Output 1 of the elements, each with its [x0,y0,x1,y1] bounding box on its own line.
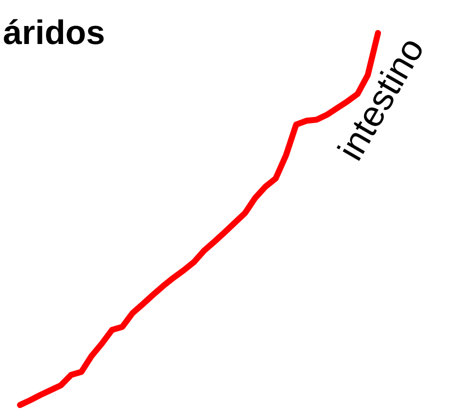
chart-title: áridos [3,14,106,53]
